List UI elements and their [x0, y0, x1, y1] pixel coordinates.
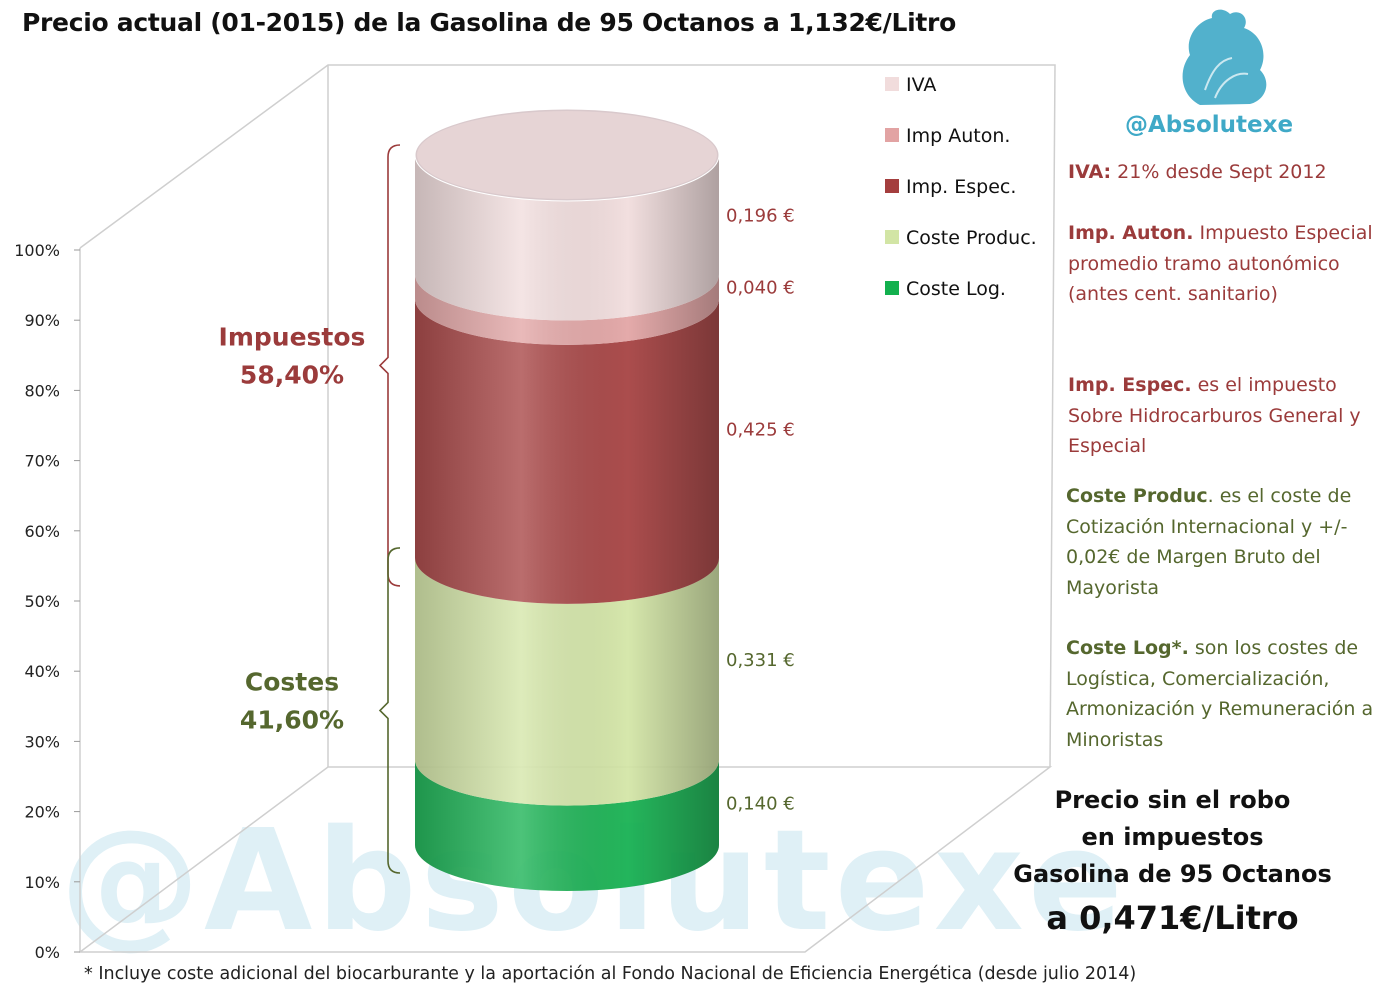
value-label: 0,140 €: [726, 793, 795, 814]
price-value: a 0,471€/Litro: [1046, 899, 1299, 937]
y-tick-label: 30%: [24, 732, 60, 751]
value-label: 0,196 €: [726, 206, 795, 227]
cylinder-segment-shade: [415, 274, 719, 345]
note-coste-log: Coste Log*. son los costes de Logística,…: [1066, 633, 1381, 755]
group-label-cost: Costes: [245, 667, 339, 696]
y-tick-label: 80%: [24, 381, 60, 400]
footnote: * Incluye coste adicional del biocarbura…: [84, 964, 1137, 984]
note-imp-espec: Imp. Espec. es el impuesto Sobre Hidroca…: [1068, 370, 1383, 462]
note-coste-log-term: Coste Log*.: [1066, 637, 1189, 659]
y-tick-label: 0%: [35, 943, 60, 962]
value-label: 0,040 €: [726, 278, 795, 299]
value-label: 0,425 €: [726, 419, 795, 440]
cylinder-segment-shade: [415, 759, 719, 891]
price-line-3: Gasolina de 95 Octanos: [1013, 860, 1332, 888]
value-labels: 0,140 € 0,331 € 0,425 € 0,040 € 0,196 €: [726, 206, 795, 815]
bracket-tax: [378, 144, 401, 587]
bracket-cost: [378, 547, 401, 874]
note-iva-text: 21% desde Sept 2012: [1111, 161, 1327, 183]
y-tick-label: 100%: [14, 241, 60, 260]
note-iva-term: IVA:: [1068, 161, 1112, 183]
y-tick-label: 50%: [24, 592, 60, 611]
note-imp-auton-term: Imp. Auton.: [1068, 222, 1194, 244]
note-imp-espec-term: Imp. Espec.: [1068, 374, 1192, 396]
note-iva: IVA: 21% desde Sept 2012: [1068, 157, 1383, 188]
group-brackets: Impuestos 58,40% Costes 41,60%: [219, 144, 401, 874]
legend-label: Coste Log.: [906, 278, 1006, 300]
y-tick-label: 90%: [24, 311, 60, 330]
group-percent-cost: 41,60%: [240, 705, 344, 734]
y-tick-label: 10%: [24, 873, 60, 892]
legend-label: Imp. Espec.: [906, 176, 1016, 198]
frame-floor: [79, 248, 1053, 953]
price-without-taxes: Precio sin el robo en impuestos Gasolina…: [1000, 782, 1345, 943]
y-tick-label: 60%: [24, 522, 60, 541]
note-coste-produc-text: . es el coste de Cotización Internaciona…: [1066, 485, 1352, 599]
stacked-cylinder: [414, 108, 720, 891]
y-tick-label: 70%: [24, 452, 60, 471]
brand-handle: @Absolutexe: [1125, 112, 1294, 138]
legend-swatch: [885, 179, 899, 193]
cylinder-segment-shade: [415, 298, 719, 604]
legend: IVA Imp Auton. Imp. Espec. Coste Produc. Cos…: [885, 74, 1037, 300]
value-label: 0,331 €: [726, 650, 795, 671]
chart-3d-frame: [79, 64, 1056, 953]
note-imp-auton: Imp. Auton. Impuesto Especial promedio t…: [1068, 218, 1383, 310]
price-line-2: en impuestos: [1081, 823, 1264, 851]
legend-swatch: [885, 230, 899, 244]
legend-label: Coste Produc.: [906, 227, 1037, 249]
note-coste-log-text: son los costes de Logística, Comercializ…: [1066, 637, 1374, 751]
y-tick-label: 20%: [24, 803, 60, 822]
legend-label: IVA: [906, 74, 936, 96]
legend-swatch: [885, 128, 899, 142]
chart-title: Precio actual (01-2015) de la Gasolina d…: [22, 8, 956, 37]
legend-swatch: [885, 281, 899, 295]
note-coste-produc: Coste Produc. es el coste de Cotización …: [1066, 481, 1381, 603]
note-imp-auton-text: Impuesto Especial promedio tramo autonóm…: [1068, 222, 1373, 305]
y-axis: 0% 10% 20% 30% 40% 50% 60% 70% 80% 90% 100%: [14, 241, 80, 962]
note-imp-espec-text: es el impuesto Sobre Hidrocarburos Gener…: [1068, 374, 1361, 457]
note-coste-produc-term: Coste Produc: [1066, 485, 1208, 507]
cylinder-top-cap-inner: [417, 111, 717, 199]
price-line-1: Precio sin el robo: [1054, 786, 1291, 814]
group-label-tax: Impuestos: [219, 322, 366, 351]
y-tick-label: 40%: [24, 662, 60, 681]
cylinder-segment-shade: [415, 557, 719, 806]
group-percent-tax: 58,40%: [240, 360, 344, 389]
legend-swatch: [885, 77, 899, 91]
griffin-logo-icon: [1182, 9, 1267, 105]
frame-back-wall: [79, 64, 1056, 768]
legend-label: Imp Auton.: [906, 125, 1010, 147]
cylinder-segment-shade: [415, 155, 719, 321]
